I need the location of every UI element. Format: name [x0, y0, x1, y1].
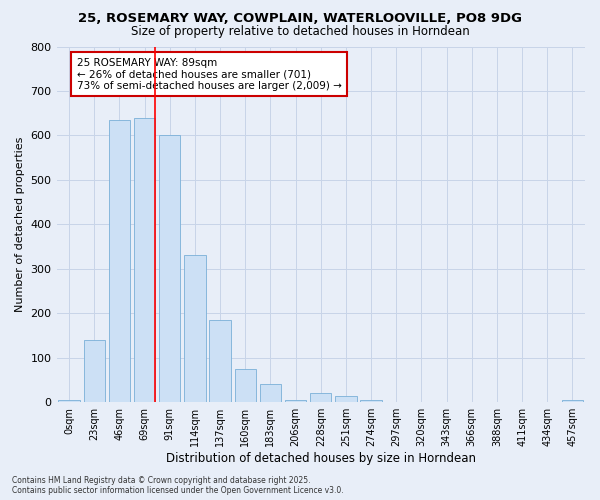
Bar [109, 120, 130, 402]
Text: Contains HM Land Registry data © Crown copyright and database right 2025.
Contai: Contains HM Land Registry data © Crown c… [12, 476, 344, 495]
Bar [134, 118, 155, 402]
Text: Size of property relative to detached houses in Horndean: Size of property relative to detached ho… [131, 25, 469, 38]
X-axis label: Distribution of detached houses by size in Horndean: Distribution of detached houses by size … [166, 452, 476, 465]
Bar [260, 384, 281, 402]
Bar [209, 320, 231, 402]
Text: 25, ROSEMARY WAY, COWPLAIN, WATERLOOVILLE, PO8 9DG: 25, ROSEMARY WAY, COWPLAIN, WATERLOOVILL… [78, 12, 522, 26]
Bar [335, 396, 356, 402]
Bar [58, 400, 80, 402]
Text: 25 ROSEMARY WAY: 89sqm
← 26% of detached houses are smaller (701)
73% of semi-de: 25 ROSEMARY WAY: 89sqm ← 26% of detached… [77, 58, 341, 91]
Y-axis label: Number of detached properties: Number of detached properties [15, 136, 25, 312]
Bar [235, 369, 256, 402]
Bar [310, 394, 331, 402]
Bar [159, 136, 181, 402]
Bar [285, 400, 307, 402]
Bar [361, 400, 382, 402]
Bar [562, 400, 583, 402]
Bar [184, 256, 206, 402]
Bar [83, 340, 105, 402]
